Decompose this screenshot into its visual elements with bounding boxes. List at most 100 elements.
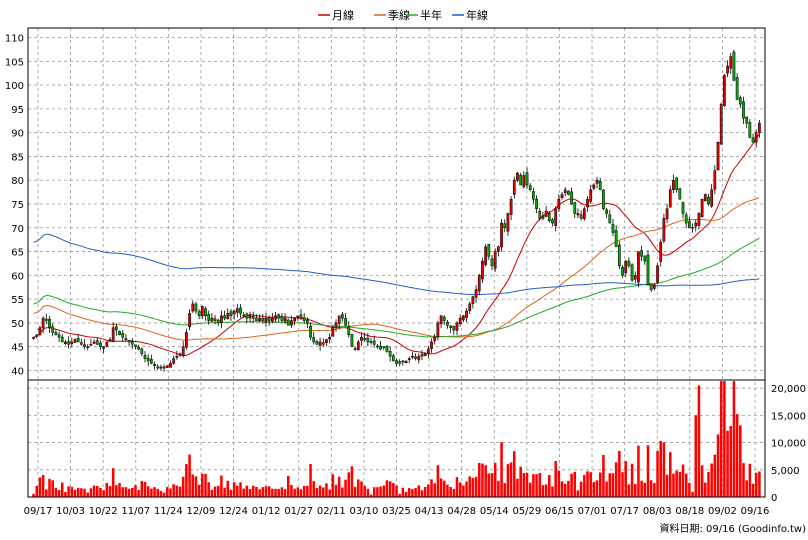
volume-bar xyxy=(41,475,45,497)
candle-body xyxy=(710,189,714,207)
volume-bar xyxy=(751,483,755,497)
volume-bar xyxy=(57,489,61,497)
volume-bar xyxy=(436,465,440,497)
volume-bar xyxy=(392,483,395,497)
date-tick-label: 05/14 xyxy=(480,506,509,517)
volume-bar xyxy=(618,450,621,497)
volume-bar xyxy=(283,489,287,497)
candle-body xyxy=(251,315,255,319)
candle-body xyxy=(426,348,430,354)
candle-body xyxy=(207,313,211,321)
volume-bar xyxy=(194,476,198,497)
date-tick-label: 09/16 xyxy=(741,506,770,517)
date-tick-label: 04/13 xyxy=(415,506,444,517)
candle-body xyxy=(315,341,319,345)
candle-body xyxy=(598,181,602,190)
candle-body xyxy=(608,214,612,224)
candle-body xyxy=(471,296,475,305)
volume-bar xyxy=(156,488,160,497)
candle-body xyxy=(640,250,643,257)
volume-bar xyxy=(140,480,144,497)
volume-bar xyxy=(611,473,615,497)
volume-bar xyxy=(675,470,678,497)
candle-body xyxy=(468,303,472,312)
volume-bar xyxy=(372,487,376,497)
volume-bar xyxy=(232,482,236,497)
volume-bar xyxy=(261,487,265,497)
candle-body xyxy=(656,265,659,283)
candle-body xyxy=(719,103,723,145)
candle-body xyxy=(153,364,156,366)
candle-body xyxy=(223,315,226,319)
candle-body xyxy=(436,322,440,337)
volume-bar xyxy=(411,489,414,497)
candle-body xyxy=(382,346,386,348)
volume-bar xyxy=(64,491,67,497)
volume-bar xyxy=(560,481,564,497)
date-tick-label: 05/29 xyxy=(512,506,541,517)
volume-bar xyxy=(678,471,682,497)
candle-body xyxy=(547,212,551,221)
volume-bar xyxy=(694,415,698,497)
volume-bar xyxy=(656,450,659,497)
candle-body xyxy=(48,318,51,328)
volume-bar xyxy=(758,471,761,497)
candle-body xyxy=(490,258,494,267)
volume-bar xyxy=(624,461,627,497)
price-tick-label: 105 xyxy=(5,57,24,68)
date-tick-label: 09/02 xyxy=(708,506,737,517)
candle-body xyxy=(146,357,150,362)
volume-bar xyxy=(745,480,748,497)
candle-body xyxy=(369,341,373,343)
candle-body xyxy=(659,241,663,262)
candle-body xyxy=(175,355,179,358)
volume-bar xyxy=(153,487,156,497)
candle-body xyxy=(89,344,93,346)
volume-bar xyxy=(341,487,344,497)
candle-body xyxy=(503,223,507,229)
candle-body xyxy=(86,346,90,348)
volume-bar xyxy=(477,463,481,497)
volume-bar xyxy=(363,485,366,497)
candle-body xyxy=(185,332,188,348)
candle-body xyxy=(264,317,268,323)
volume-bar xyxy=(267,486,271,497)
volume-bar xyxy=(223,487,226,497)
candle-body xyxy=(551,219,554,224)
volume-bar xyxy=(137,489,140,497)
volume-bar xyxy=(274,488,277,497)
volume-bar xyxy=(430,479,433,497)
candle-body xyxy=(732,51,736,81)
volume-bar xyxy=(181,476,185,497)
volume-bar xyxy=(385,480,389,497)
volume-bar xyxy=(271,488,274,497)
candle-body xyxy=(589,189,593,202)
volume-bar xyxy=(312,481,316,497)
candle-body xyxy=(751,137,755,143)
candle-body xyxy=(277,314,281,319)
volume-bar xyxy=(513,451,516,497)
candle-body xyxy=(130,341,134,345)
volume-bar xyxy=(162,492,166,497)
candle-body xyxy=(560,194,564,198)
volume-bar xyxy=(630,463,634,497)
volume-bar xyxy=(286,475,290,497)
volume-bar xyxy=(548,475,551,497)
candle-body xyxy=(697,213,701,226)
candle-body xyxy=(439,315,443,324)
volume-bar xyxy=(633,484,637,497)
candle-body xyxy=(681,202,685,214)
volume-bar xyxy=(506,464,510,497)
candle-body xyxy=(748,122,752,138)
volume-bar xyxy=(124,487,128,497)
volume-bar xyxy=(143,481,147,497)
volume-bar xyxy=(567,480,570,497)
price-tick-label: 75 xyxy=(11,200,24,211)
date-tick-label: 03/25 xyxy=(382,506,411,517)
volume-bar xyxy=(309,464,312,497)
volume-bar xyxy=(185,464,188,497)
candle-body xyxy=(226,313,230,320)
candle-body xyxy=(376,345,379,348)
